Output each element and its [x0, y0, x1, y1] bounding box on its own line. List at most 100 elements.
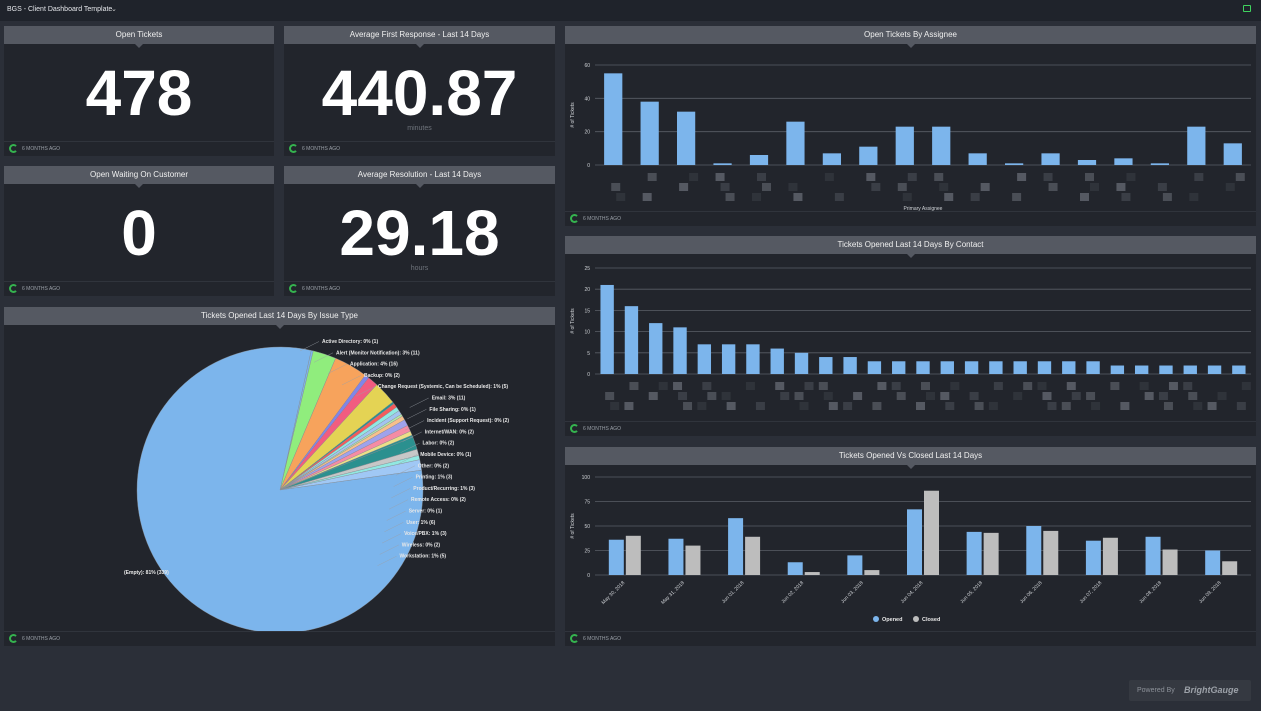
- redacted-label: [1080, 193, 1089, 201]
- redacted-label: [823, 392, 833, 400]
- bar: [624, 306, 639, 374]
- pie-label: Mobile Device: 0% (1): [420, 452, 471, 458]
- redacted-label: [970, 193, 980, 201]
- metric-unit: minutes: [407, 125, 432, 132]
- redacted-label: [988, 402, 998, 410]
- card-title[interactable]: Average Resolution - Last 14 Days: [284, 166, 555, 188]
- x-tick-label: May 31, 2018: [660, 580, 686, 606]
- assignee-bar-chart[interactable]: 0 20 40 60 # of Tickets Primary Assignee: [565, 44, 1256, 211]
- refresh-icon[interactable]: [570, 214, 579, 223]
- bar: [600, 284, 614, 374]
- redacted-label: [1236, 402, 1246, 410]
- opened-closed-bar-chart[interactable]: 0 25 50 75 100 # of Tickets May 30, 2018 May 31…: [565, 465, 1256, 631]
- y-axis-label: # of Tickets: [570, 102, 576, 128]
- contact-bar-chart[interactable]: 0 5 10 15 20 25 # of Tickets: [565, 254, 1256, 421]
- connector-line: [398, 454, 418, 465]
- redacted-label: [697, 402, 707, 410]
- y-axis-label: # of Tickets: [570, 308, 576, 334]
- refresh-icon[interactable]: [289, 144, 298, 153]
- refresh-icon[interactable]: [289, 284, 298, 293]
- redacted-label: [897, 183, 907, 191]
- pie-label: User: 1% (6): [406, 520, 435, 526]
- redacted-label: [843, 402, 853, 410]
- pie-label: Change Request (Systemic, Can be Schedul…: [378, 384, 508, 390]
- redacted-label: [647, 173, 657, 181]
- redacted-label: [721, 392, 731, 400]
- legend-marker: [913, 616, 919, 622]
- bar-opened: [1085, 540, 1101, 575]
- pie-label: Incident (Support Request): 0% (2): [427, 418, 509, 424]
- card-title[interactable]: Average First Response - Last 14 Days: [284, 26, 555, 48]
- bar: [1110, 365, 1125, 374]
- bar-opened: [907, 509, 922, 575]
- bar: [677, 111, 696, 165]
- refresh-icon[interactable]: [570, 424, 579, 433]
- redacted-label: [993, 382, 1003, 390]
- y-tick-label: 40: [584, 96, 590, 102]
- x-tick-label: Jun 02, 2018: [780, 580, 805, 605]
- card-by-assignee: Open Tickets By Assignee 0 20 40 60 # of Tic…: [565, 26, 1256, 226]
- redacted-label: [794, 392, 804, 400]
- redacted-label: [974, 402, 984, 410]
- redacted-label: [1139, 382, 1149, 390]
- chevron-down-icon[interactable]: ⌄: [111, 6, 117, 13]
- redacted-label: [934, 173, 944, 181]
- redacted-label: [1091, 402, 1101, 410]
- redacted-label: [605, 392, 615, 400]
- x-tick-label: Jun 05, 2018: [959, 580, 984, 605]
- card-by-contact: Tickets Opened Last 14 Days By Contact 0…: [565, 236, 1256, 436]
- bar: [794, 352, 809, 374]
- y-tick-label: 5: [587, 351, 590, 357]
- bar: [1005, 163, 1024, 165]
- redacted-label: [853, 392, 863, 400]
- redacted-label: [1048, 183, 1058, 191]
- pie-label: Internet/WAN: 0% (2): [425, 429, 475, 435]
- pie-label: Voice/PBX: 1% (3): [404, 531, 447, 537]
- bar-opened: [1026, 526, 1042, 575]
- card-title[interactable]: Tickets Opened Last 14 Days By Contact: [565, 236, 1256, 258]
- redacted-label: [752, 193, 761, 201]
- card-title[interactable]: Tickets Opened Last 14 Days By Issue Typ…: [4, 307, 555, 329]
- redacted-label: [1037, 382, 1047, 390]
- card-title[interactable]: Open Waiting On Customer: [4, 166, 274, 188]
- monitor-icon[interactable]: [1243, 5, 1251, 12]
- bar: [819, 357, 833, 374]
- bar: [968, 153, 987, 165]
- connector-line: [388, 499, 409, 510]
- card-avg-resolution: Average Resolution - Last 14 Days 29.18 …: [284, 166, 555, 296]
- issue-type-pie-chart[interactable]: Active Directory: 0% (1) Alert (Monitor N…: [4, 325, 555, 631]
- metric-unit: hours: [410, 265, 429, 272]
- refresh-icon[interactable]: [9, 634, 18, 643]
- metric-value: 478: [85, 57, 193, 129]
- card-open-tickets: Open Tickets 478 6 MONTHS AGO: [4, 26, 274, 156]
- bar-closed: [804, 572, 820, 575]
- card-title[interactable]: Open Tickets By Assignee: [565, 26, 1256, 48]
- refresh-icon[interactable]: [9, 144, 18, 153]
- bar-opened: [608, 539, 624, 575]
- redacted-label: [828, 402, 838, 410]
- y-tick-label: 20: [584, 130, 590, 136]
- refresh-icon[interactable]: [570, 634, 579, 643]
- bar-closed: [1043, 530, 1059, 575]
- bar-opened: [787, 562, 803, 575]
- connector-line: [299, 341, 320, 352]
- powered-by-badge[interactable]: Powered By BrightGauge: [1129, 680, 1251, 701]
- redacted-label: [1241, 382, 1251, 390]
- bar-opened: [728, 518, 744, 575]
- redacted-label: [720, 183, 730, 191]
- bar: [786, 121, 805, 165]
- card-title[interactable]: Tickets Opened Vs Closed Last 14 Days: [565, 447, 1256, 469]
- bar: [916, 361, 930, 374]
- dashboard-title[interactable]: BGS - Client Dashboard Template: [7, 6, 113, 13]
- connector-line: [386, 510, 406, 521]
- card-title[interactable]: Open Tickets: [4, 26, 274, 48]
- last-updated: 6 MONTHS AGO: [583, 216, 622, 222]
- refresh-icon[interactable]: [9, 284, 18, 293]
- bar: [843, 357, 857, 374]
- bar: [867, 361, 882, 374]
- y-tick-label: 100: [582, 475, 591, 481]
- pie-label: Other: 0% (2): [418, 463, 449, 469]
- last-updated: 6 MONTHS AGO: [583, 636, 622, 642]
- redacted-label: [689, 173, 699, 181]
- bar: [749, 155, 769, 165]
